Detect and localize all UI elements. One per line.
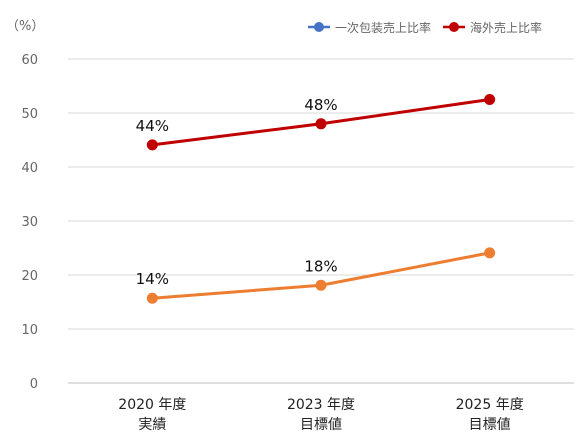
data-label: 14% [136,270,169,288]
y-tick-label: 40 [21,161,38,176]
data-point [146,292,158,304]
y-tick-label: 60 [21,53,38,68]
x-category-label: 2020 年度 [118,397,186,413]
data-point [484,94,496,105]
x-category-label: 2025 年度 [456,397,524,413]
y-tick-label: 20 [21,269,38,284]
data-label: 44% [136,117,169,135]
legend-marker-icon [314,22,324,32]
y-axis-unit-label: （%） [6,19,44,34]
data-label: 48% [304,96,337,114]
legend-label: 海外売上比率 [470,20,542,35]
legend-marker-icon [449,22,460,32]
legend-label: 一次包装売上比率 [335,20,431,35]
data-point [315,118,327,130]
x-category-label: 2023 年度 [287,397,355,413]
x-category-label: 実績 [138,417,166,433]
data-point [146,139,158,151]
data-label: 18% [304,257,337,275]
y-axis-ticks: 0 10 20 30 40 50 60 [21,53,38,392]
data-labels: 14% 18% 44% 48% [136,96,338,288]
gridlines [68,58,574,384]
y-tick-label: 10 [21,323,38,338]
y-tick-label: 50 [21,107,38,122]
series-group [146,94,496,304]
legend: 一次包装売上比率 海外売上比率 [308,20,542,35]
data-point [315,279,327,291]
x-category-label: 目標値 [300,417,342,433]
y-tick-label: 0 [30,377,38,392]
y-tick-label: 30 [21,215,38,230]
data-point [484,247,496,259]
x-category-label: 目標値 [469,417,511,433]
